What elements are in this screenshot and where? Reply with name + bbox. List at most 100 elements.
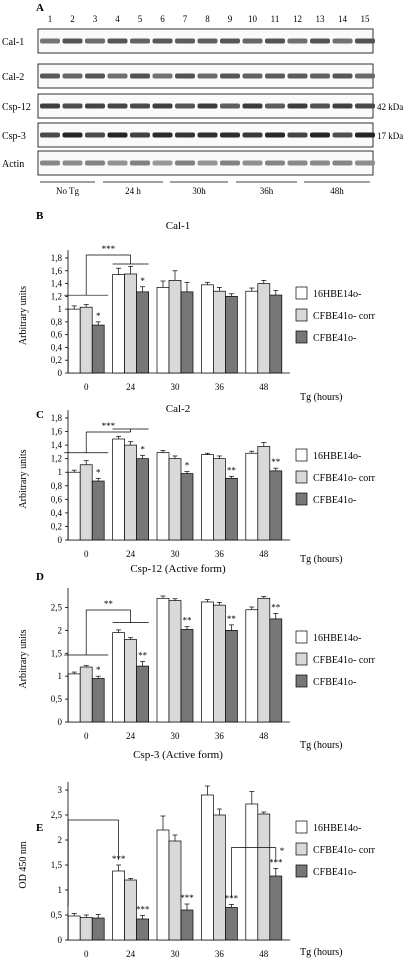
significance-mark: * bbox=[96, 311, 101, 321]
bar bbox=[67, 471, 81, 541]
y-tick-label: 0 bbox=[58, 717, 63, 727]
significance-mark: ** bbox=[138, 651, 148, 661]
chart-panel-c: C Cal-2 0 0,2 0,4 0,6 0,8 1 1,2 1,4 1,6 1,8 Arbitrar… bbox=[18, 403, 376, 565]
blot-band bbox=[197, 73, 218, 79]
blot-band bbox=[310, 132, 330, 138]
time-group-label: 36h bbox=[260, 186, 274, 196]
legend-label: CFBE41o- corr bbox=[313, 655, 376, 666]
legend-swatch bbox=[295, 448, 308, 462]
x-tick-label: 48 bbox=[259, 731, 269, 741]
blot-band bbox=[85, 73, 105, 79]
blot-band bbox=[310, 103, 330, 109]
bar bbox=[91, 917, 105, 941]
y-tick-label: 2 bbox=[58, 625, 63, 635]
lane-number: 10 bbox=[248, 14, 258, 24]
blot-band bbox=[287, 132, 308, 138]
y-tick-label: 1,2 bbox=[51, 291, 62, 301]
y-tick-label: 1,8 bbox=[51, 413, 63, 423]
panel-label: C bbox=[36, 409, 44, 421]
bar bbox=[168, 840, 182, 941]
bar bbox=[168, 458, 182, 541]
lane-number: 4 bbox=[115, 14, 120, 24]
bar bbox=[269, 470, 283, 541]
blot-row-label: Cal-2 bbox=[2, 72, 24, 83]
blot-band bbox=[332, 73, 353, 79]
y-tick-label: 1 bbox=[58, 885, 63, 895]
significance-mark: * bbox=[140, 444, 145, 454]
significance-mark: ** bbox=[227, 614, 237, 624]
bar bbox=[168, 600, 182, 723]
y-tick-label: 0,6 bbox=[51, 330, 63, 340]
x-tick-label: 36 bbox=[215, 549, 225, 559]
blot-band bbox=[242, 132, 263, 138]
bar bbox=[180, 473, 194, 541]
significance-mark: * bbox=[185, 461, 190, 471]
lane-number: 6 bbox=[160, 14, 165, 24]
legend-swatch bbox=[295, 652, 308, 666]
legend-swatch bbox=[295, 864, 308, 878]
y-tick-label: 0,4 bbox=[51, 508, 63, 518]
bar-charts: B Cal-1 0 0,2 0,4 0,6 0,8 1 1,2 1,4 1,6 1,8 Arbitrar… bbox=[18, 210, 376, 959]
y-tick-label: 3 bbox=[58, 785, 63, 795]
blot-band bbox=[287, 160, 308, 166]
blot-band bbox=[355, 132, 375, 138]
blot-band bbox=[62, 103, 83, 109]
significance-mark: * bbox=[140, 276, 145, 286]
blot-band bbox=[265, 73, 285, 79]
x-tick-label: 0 bbox=[84, 731, 89, 741]
bar bbox=[136, 918, 149, 941]
blot-band bbox=[40, 38, 60, 44]
bar bbox=[213, 290, 226, 374]
blot-band bbox=[265, 38, 285, 44]
y-tick-label: 1,2 bbox=[51, 454, 62, 464]
blot-band bbox=[265, 103, 285, 109]
bar bbox=[156, 452, 170, 541]
bar bbox=[180, 909, 194, 941]
y-tick-label: 0 bbox=[58, 935, 63, 945]
x-axis-label: Tg (hours) bbox=[300, 392, 343, 403]
x-tick-label: 24 bbox=[126, 731, 136, 741]
x-tick-label: 24 bbox=[126, 949, 136, 959]
bar bbox=[124, 639, 137, 723]
bar bbox=[124, 273, 137, 374]
legend-swatch bbox=[295, 470, 308, 484]
blot-band bbox=[40, 160, 60, 166]
blot-band bbox=[40, 132, 60, 138]
bar bbox=[124, 879, 137, 941]
bar bbox=[245, 609, 259, 723]
x-tick-label: 30 bbox=[171, 549, 181, 559]
lane-number: 11 bbox=[271, 14, 280, 24]
blot-band bbox=[130, 160, 150, 166]
legend-label: CFBE41o- bbox=[313, 677, 356, 688]
blot-band bbox=[332, 103, 353, 109]
legend-swatch bbox=[295, 630, 308, 644]
chart-title: Csp-3 (Active form) bbox=[133, 749, 223, 761]
molecular-weight-label: 42 kDa bbox=[377, 102, 403, 112]
y-tick-label: 2 bbox=[58, 835, 63, 845]
legend-label: 16HBE14o- bbox=[313, 633, 361, 644]
blot-band bbox=[220, 73, 240, 79]
chart-panel-d: D Csp-12 (Active form) 0 0,5 1 1,5 2 2,5 Arbitra… bbox=[18, 563, 376, 751]
bar bbox=[136, 458, 149, 541]
y-tick-label: 0,6 bbox=[51, 494, 63, 504]
lane-number: 7 bbox=[183, 14, 188, 24]
blot-band bbox=[62, 38, 83, 44]
blot-band bbox=[310, 38, 330, 44]
blot-row: Actin bbox=[2, 150, 375, 176]
significance-mark: *** bbox=[102, 244, 116, 254]
x-axis-label: Tg (hours) bbox=[300, 740, 343, 751]
blot-band bbox=[310, 73, 330, 79]
lane-number: 5 bbox=[138, 14, 143, 24]
bar bbox=[112, 870, 125, 941]
blot-band bbox=[242, 103, 263, 109]
blot-row: Csp-12 42 kDa bbox=[2, 93, 403, 119]
y-axis-label: Arbitrary units bbox=[18, 286, 29, 345]
lane-number: 2 bbox=[70, 14, 75, 24]
bar bbox=[257, 283, 271, 374]
bar bbox=[201, 454, 214, 541]
blot-band bbox=[355, 103, 375, 109]
x-tick-label: 48 bbox=[259, 382, 269, 392]
y-tick-label: 1,5 bbox=[51, 648, 63, 658]
time-group-label: 30h bbox=[192, 186, 206, 196]
y-axis-label: OD 450 nm bbox=[18, 841, 29, 888]
